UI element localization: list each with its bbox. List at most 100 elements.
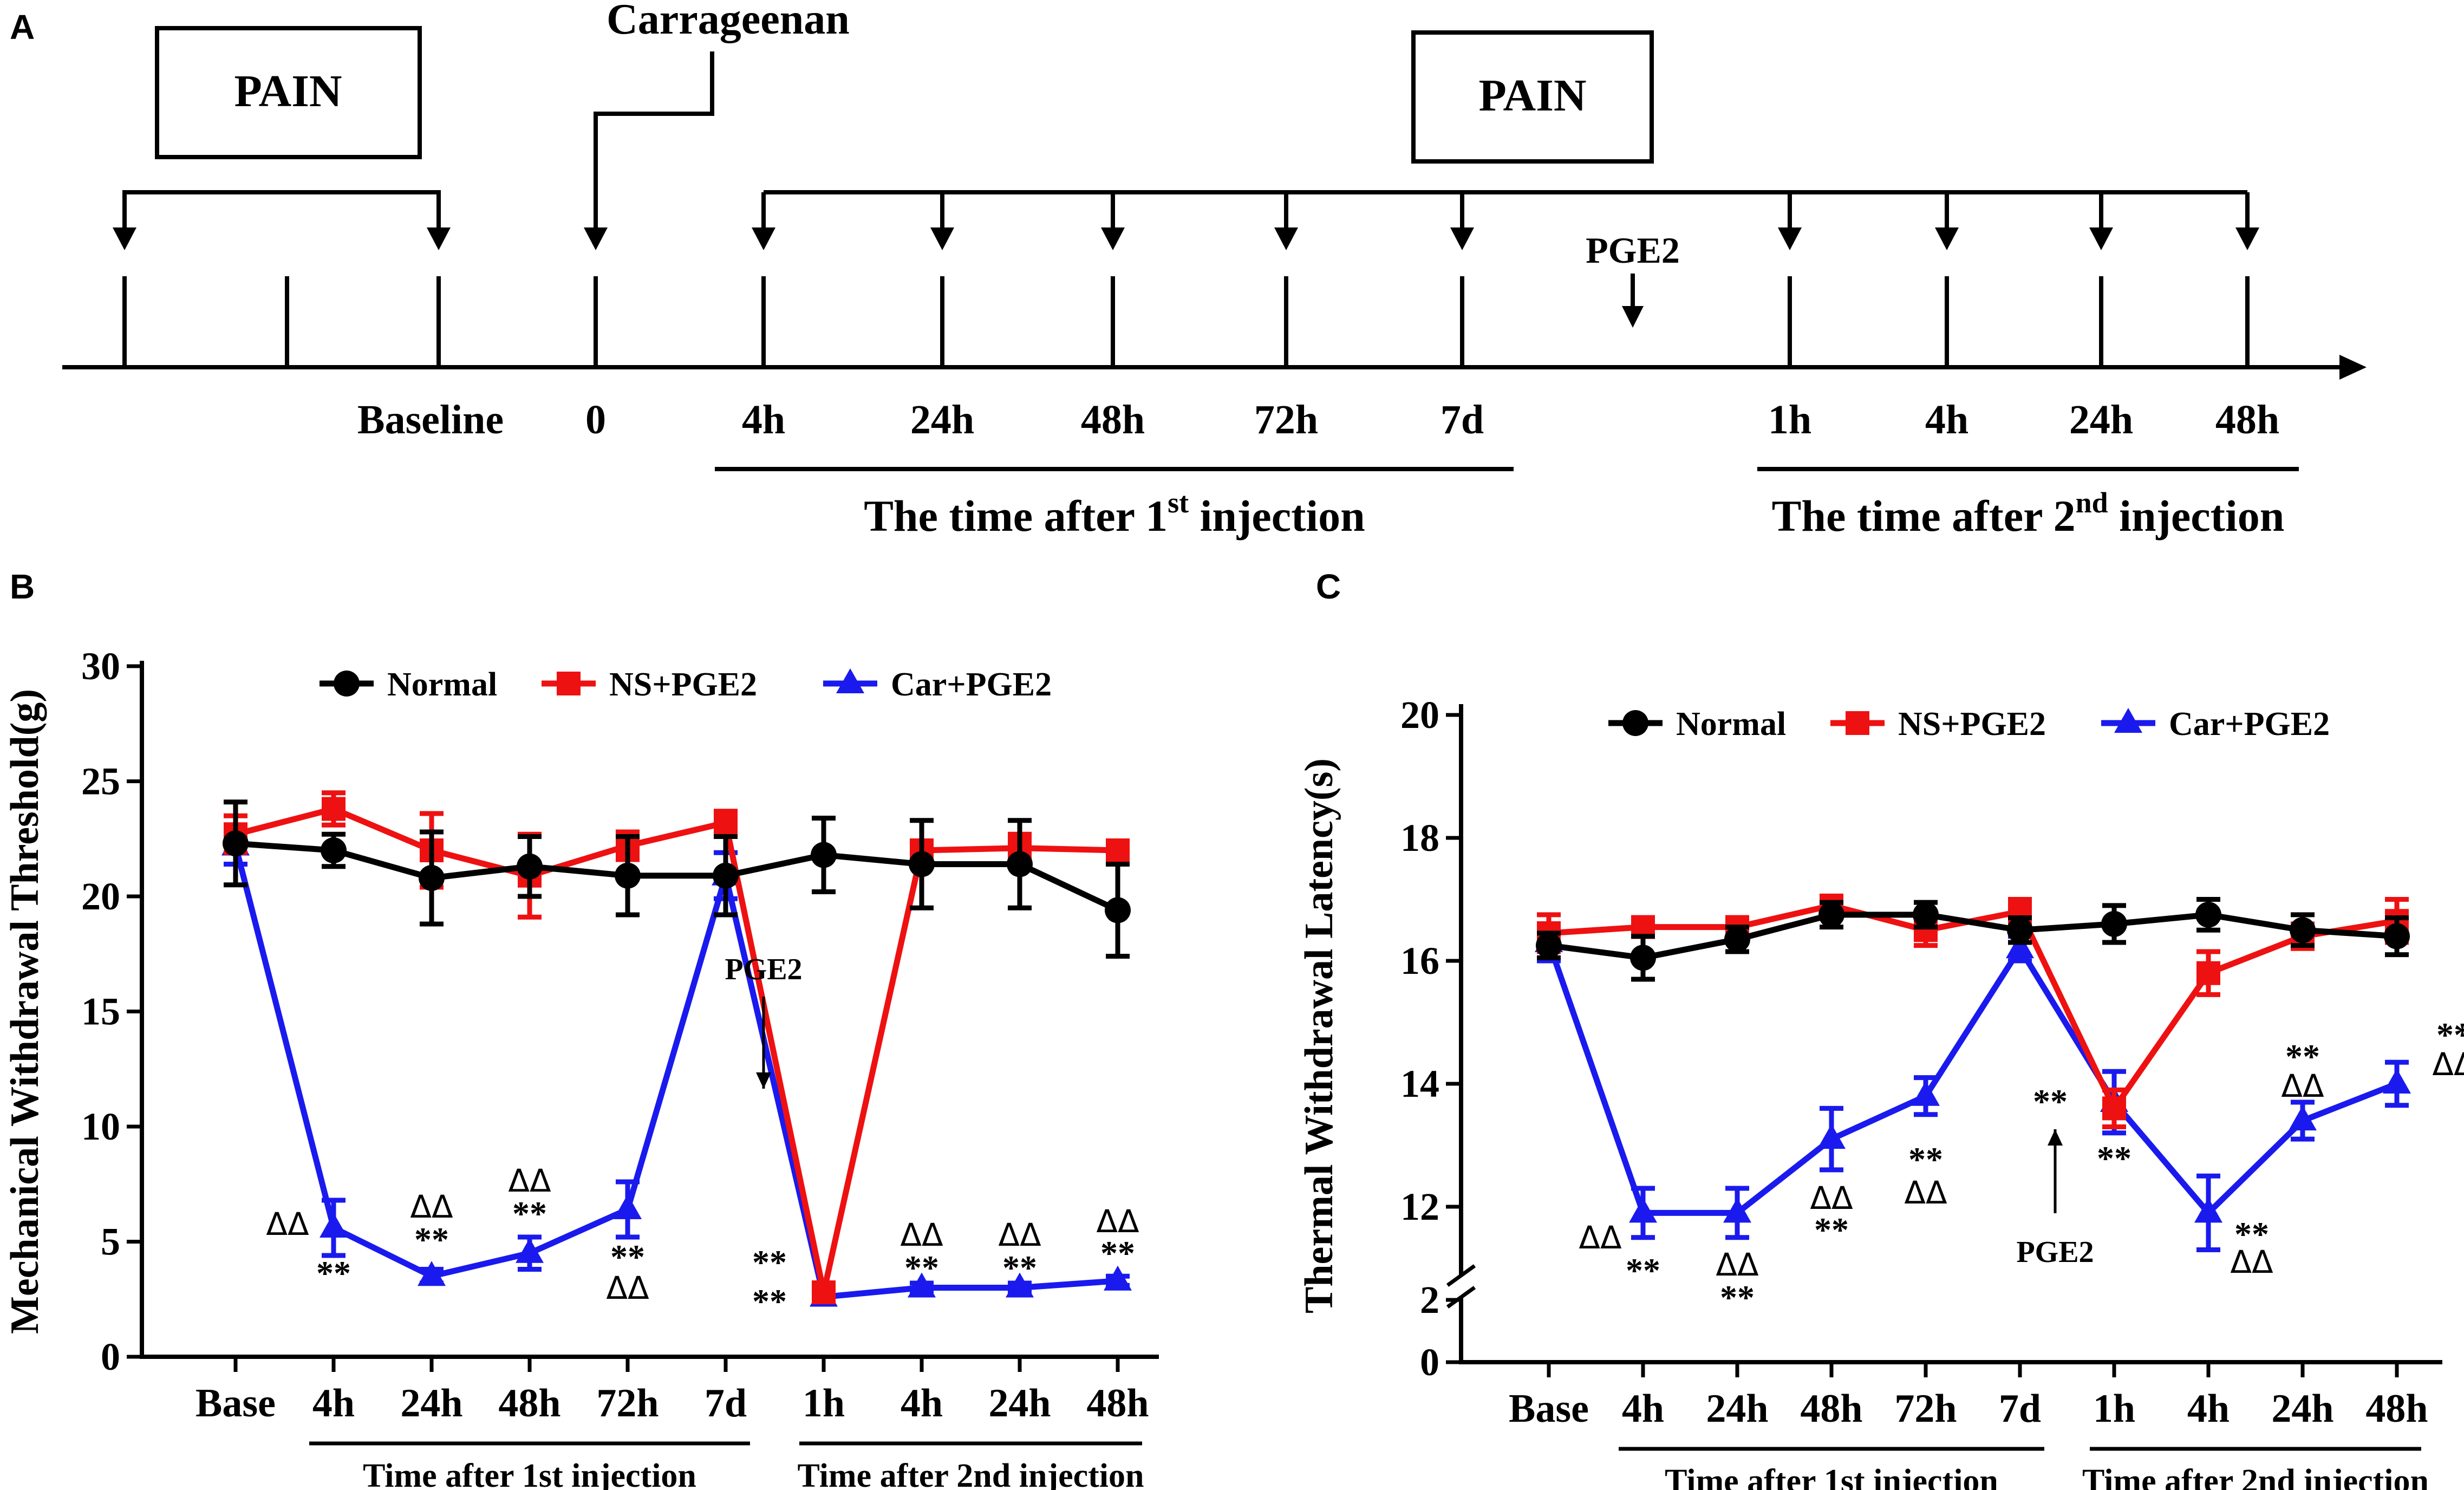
legend-label-1: NS+PGE2 [1898,706,2046,743]
x-tick-label-2: 24h [1706,1387,1768,1431]
marker-2-2 [1723,1198,1751,1223]
significance-mark-2: ΔΔ [410,1188,453,1225]
series-line-2 [1546,941,2398,1218]
marker-1-6 [2102,1096,2126,1121]
marker-0-0 [1536,932,1562,959]
significance-mark-6: ** [1908,1140,1943,1179]
span-1-sup: st [1168,486,1189,519]
significance-mark-8: ** [752,1243,787,1281]
baseline-arrowhead-left [113,227,136,250]
marker-2-7 [908,1272,936,1298]
significance-mark-4: ΔΔ [1810,1180,1853,1216]
test-drop-arrowhead-4 [1450,227,1474,250]
time-ticks [122,276,2250,367]
group-label-2: Time after 2nd injection [797,1458,1144,1490]
group-label-1: Time after 1st injection [363,1458,696,1490]
marker-2-3 [1817,1124,1846,1149]
legend-label-0: Normal [1676,706,1786,743]
pge2-timeline-arrowhead [1622,306,1644,328]
span-2-label: The time after 2nd injection [1772,486,2285,541]
pge2-timeline-label: PGE2 [1586,230,1680,271]
legend-label-2: Car+PGE2 [891,666,1052,703]
y-tick-label-5: 25 [81,760,120,803]
span-2-sup: nd [2076,486,2108,519]
time-label-3: 24h [910,397,974,443]
pain-label-1: PAIN [234,66,342,116]
marker-0-8 [2290,917,2316,944]
significance-mark-7: ΔΔ [1904,1174,1947,1211]
legend-marker-2 [836,668,864,693]
y-tick-label-1: 5 [101,1220,120,1264]
marker-0-6 [811,842,837,868]
marker-2-8 [2289,1105,2317,1131]
x-tick-label-0: Base [195,1381,276,1426]
marker-2-2 [418,1261,446,1286]
x-tick-label-1: 4h [1622,1387,1664,1431]
marker-1-9 [1106,838,1130,862]
significance-mark-8: ** [2033,1082,2068,1121]
marker-2-8 [1006,1272,1034,1298]
significance-mark-9: ** [752,1282,787,1320]
marker-1-1 [322,797,346,821]
significance-mark-13: ΔΔ [2281,1068,2324,1104]
series-car-pge2 [221,825,1132,1307]
marker-0-9 [1105,897,1131,923]
marker-1-7 [2196,961,2220,985]
marker-0-8 [1007,851,1033,877]
legend-marker-2 [2114,708,2142,733]
x-tick-label-4: 72h [596,1381,659,1426]
time-label-7: 1h [1768,397,1811,443]
marker-0-2 [1724,926,1750,953]
x-tick-label-9: 48h [2365,1387,2428,1431]
marker-2-1 [320,1213,348,1238]
significance-mark-14: ΔΔ [1096,1203,1139,1240]
significance-mark-0: ΔΔ [266,1206,309,1242]
significance-mark-15: ΔΔ [2432,1046,2464,1083]
baseline-bracket [122,190,441,238]
span-2-suffix: injection [2108,491,2285,541]
x-tick-label-1: 4h [312,1381,355,1426]
span-1-prefix: The time after 1 [864,491,1168,541]
significance-mark-14: ** [2436,1016,2464,1054]
significance-mark-5: ** [1814,1211,1849,1249]
marker-0-3 [517,853,543,880]
significance-mark-13: ** [1002,1248,1037,1287]
x-tick-label-2: 24h [400,1381,462,1426]
marker-1-5 [714,811,738,835]
time-label-0: Baseline [357,397,504,443]
pain-label-2: PAIN [1478,70,1586,121]
marker-0-0 [223,830,249,857]
significance-mark-1: ** [1626,1251,1660,1290]
test-drop-arrowhead-1 [930,227,954,250]
test-drop-arrowhead-6 [1935,227,1959,250]
time-axis-arrowhead [2339,355,2367,380]
panel-label-b: B [10,567,35,606]
marker-2-7 [2194,1198,2222,1223]
y-tick-label-2: 12 [1400,1185,1439,1228]
significance-mark-7: ΔΔ [606,1270,649,1306]
carrageenan-label: Carrageenan [607,0,850,43]
test-drop-arrowhead-7 [2089,227,2113,250]
panel-label-a: A [10,8,35,47]
series-line-0 [235,840,1119,913]
pain-box-2 [1411,30,1654,164]
time-label-4: 48h [1081,397,1145,443]
y-tick-label-3: 15 [81,990,120,1033]
group-label-2: Time after 2nd injection [2082,1463,2429,1490]
significance-mark-12: ΔΔ [998,1216,1041,1253]
y-tick-label-3: 14 [1400,1062,1439,1105]
significance-mark-9: ** [2097,1139,2131,1177]
series-normal [1536,897,2410,982]
time-labels: Baseline 0 4h 24h 48h 72h 7d 1h 4h 24h 48h [357,397,2279,443]
significance-mark-3: ** [1720,1278,1755,1317]
baseline-arrowhead-right [427,227,451,250]
marker-2-1 [1629,1198,1657,1223]
y-tick-label-2: 10 [81,1105,120,1148]
significance-mark-15: ** [1100,1234,1135,1272]
pge2-annotation-arrowhead [2048,1129,2063,1146]
x-tick-label-6: 1h [803,1381,845,1426]
y-tick-label-4: 20 [81,875,120,918]
time-label-10: 48h [2215,397,2279,443]
marker-2-4 [614,1194,642,1219]
